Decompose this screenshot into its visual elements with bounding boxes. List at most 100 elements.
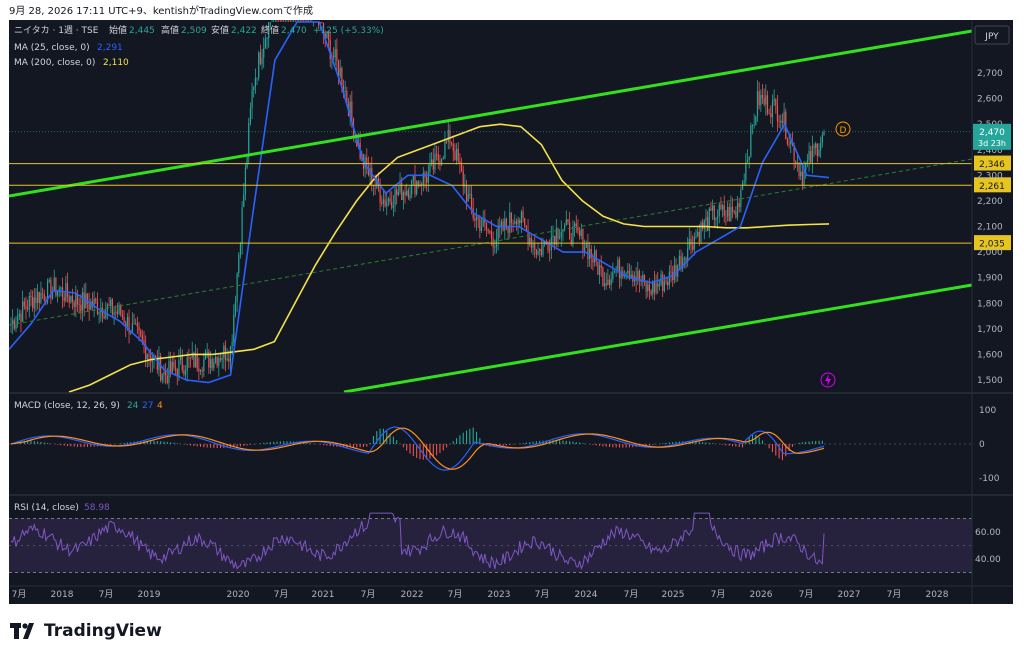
tradingview-logo[interactable]: TradingView [10, 620, 162, 642]
candle-body [715, 218, 717, 220]
dividend-marker[interactable]: D [835, 121, 851, 137]
candle-body [436, 153, 438, 155]
candle-body [113, 312, 115, 315]
candle-body [600, 265, 602, 268]
candle-body [655, 283, 657, 293]
candle-body [721, 205, 724, 210]
candle-body [780, 120, 782, 122]
candle-body [386, 201, 388, 207]
time-tick: 2019 [138, 590, 161, 600]
candle-body [710, 208, 712, 211]
candle-body [166, 375, 168, 383]
candle-body [221, 357, 223, 361]
time-tick: 2023 [488, 590, 511, 600]
time-tick: 7月 [535, 589, 550, 600]
candle-body [770, 113, 772, 118]
candle-body [184, 370, 187, 375]
candle-body [106, 304, 109, 311]
candle-body [56, 291, 59, 296]
candle-body [773, 99, 775, 102]
candle-body [402, 192, 404, 201]
macd-signal-line [10, 427, 825, 470]
lightning-icon[interactable] [820, 372, 836, 388]
candle-body [447, 130, 449, 142]
candle-body [120, 305, 122, 315]
candle-body [647, 284, 649, 292]
candle-body [321, 22, 323, 23]
candle-body [735, 211, 737, 218]
price-tick: 2,100 [977, 223, 1003, 233]
candle-body [603, 283, 606, 287]
candle-body [637, 271, 639, 281]
candle-body [339, 67, 341, 77]
candle-body [768, 113, 770, 115]
candle-body [389, 198, 391, 202]
candle-body [532, 243, 534, 248]
candle-body [537, 251, 539, 255]
time-tick: 7月 [448, 589, 463, 600]
candle-body [141, 335, 143, 341]
candle-body [204, 352, 207, 360]
candle-body [256, 77, 258, 79]
candle-body [431, 159, 433, 164]
ma25-label: MA (25, close, 0) [14, 43, 90, 53]
candle-body [583, 247, 586, 252]
candle-body [183, 370, 185, 375]
level-tag [974, 235, 1011, 251]
candle-body [268, 22, 270, 39]
candle-body [236, 273, 238, 302]
candle-body [248, 123, 250, 157]
candle-body [582, 229, 584, 252]
ma25-value: 2,291 [97, 43, 123, 53]
candle-body [33, 297, 35, 309]
candle-body [529, 237, 531, 245]
candle-body [176, 369, 178, 377]
candle-body [426, 177, 428, 183]
candle-body [174, 367, 177, 370]
candle-body [534, 243, 536, 251]
candle-body [349, 101, 351, 117]
ma200-label: MA (200, close, 0) [14, 58, 95, 68]
time-tick: 2021 [312, 590, 335, 600]
candle-body [786, 139, 789, 144]
tradingview-chart[interactable]: 2,3462,2612,0352,7002,6002,5002,4002,300… [8, 0, 1013, 604]
candle-body [595, 250, 597, 262]
candle-body [71, 296, 74, 303]
candle-body [243, 194, 245, 208]
candle-body [233, 314, 235, 343]
macd-line [10, 426, 825, 471]
candle-body [28, 295, 30, 310]
close-value: 2,470 [281, 26, 307, 36]
time-tick: 2020 [227, 590, 250, 600]
macd-value-3: 4 [157, 401, 163, 411]
candle-body [58, 289, 60, 292]
currency-button[interactable]: JPY [974, 25, 1010, 45]
candle-body [160, 356, 162, 381]
price-tick: 2,400 [977, 146, 1003, 156]
candle-body [605, 283, 607, 286]
candle-body [324, 33, 326, 39]
candle-body [191, 352, 193, 358]
candle-body [95, 298, 97, 302]
candle-body [229, 346, 232, 362]
candle-body [500, 221, 503, 228]
candle-body [115, 311, 117, 313]
candle-body [454, 150, 456, 161]
candle-body [796, 162, 798, 164]
candle-body [816, 143, 818, 157]
candle-body [569, 222, 571, 240]
candle-body [18, 313, 20, 318]
candle-body [83, 292, 85, 309]
candle-body [733, 211, 735, 213]
rsi-tick: 40.00 [975, 555, 1001, 565]
candle-body [776, 105, 779, 122]
candle-body [726, 207, 729, 217]
candle-body [692, 245, 694, 250]
candle-body [607, 279, 609, 286]
candle-body [657, 283, 659, 287]
candle-body [808, 151, 810, 161]
candle-body [683, 257, 685, 259]
candle-body [554, 235, 556, 245]
candle-body [678, 255, 680, 266]
candle-body [652, 281, 654, 295]
